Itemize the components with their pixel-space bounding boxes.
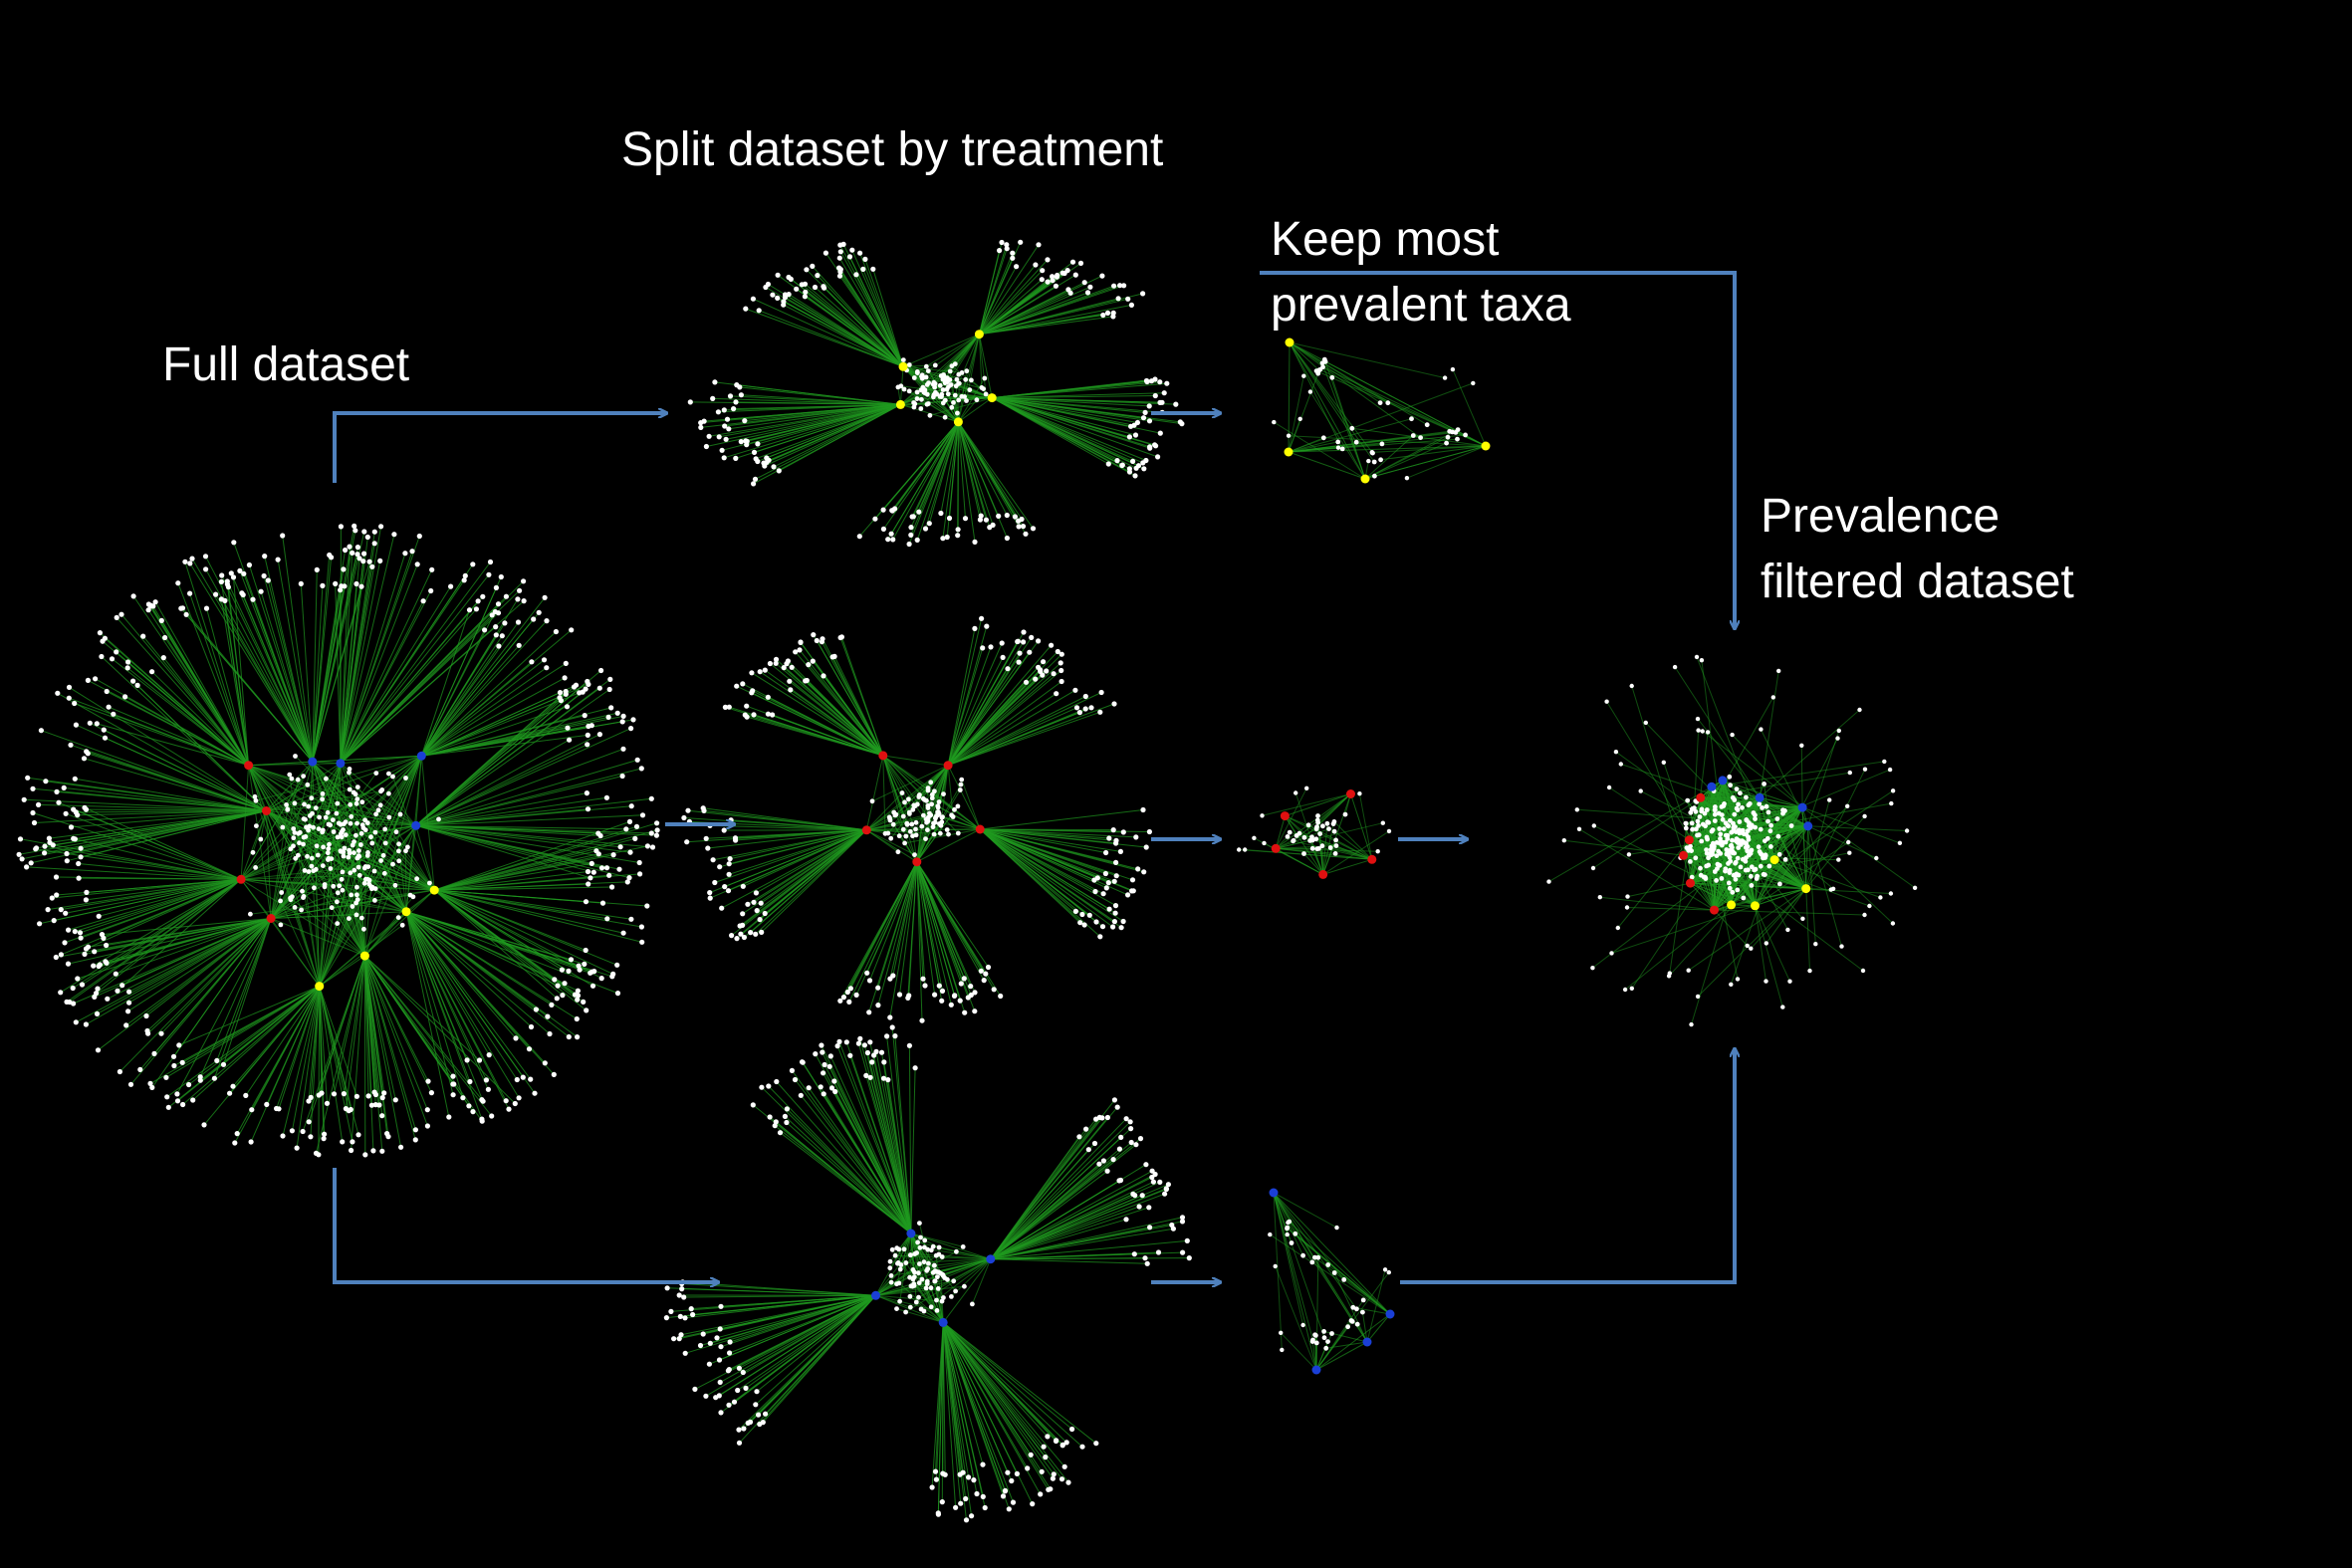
prevalent-1-network-hub-2 — [1284, 447, 1294, 457]
prevalent-1-network — [1272, 337, 1491, 484]
prevalent-1-network-hub-3 — [1360, 474, 1370, 484]
treatment-1-network-hub-3 — [895, 399, 905, 409]
arrow-full-to-treatment-3 — [333, 1168, 719, 1282]
treatment-3-network-hub-1 — [986, 1254, 996, 1264]
treatment-3-network — [663, 1024, 1192, 1523]
full-dataset-network-hub-1 — [429, 885, 439, 895]
filtered-network-hub-7 — [1679, 850, 1689, 860]
split-dataset-label: Split dataset by treatment — [621, 123, 1164, 176]
filtered-network-hub-4 — [1727, 900, 1737, 910]
filtered-dataset-line-2: filtered dataset — [1761, 556, 2074, 608]
filtered-dataset-label: Prevalence filtered dataset — [1761, 484, 2074, 615]
filtered-dataset-line-1: Prevalence — [1761, 490, 2000, 543]
treatment-2-network-hub-5 — [943, 761, 953, 771]
full-dataset-network-hub-4 — [315, 982, 325, 992]
treatment-2-network-hub-2 — [912, 857, 922, 867]
filtered-network-hub-8 — [1684, 835, 1694, 845]
treatment-3-network-hub-4 — [906, 1229, 916, 1238]
prevalent-2-network-hub-3 — [1271, 843, 1281, 853]
filtered-network-hub-10 — [1707, 782, 1717, 791]
filtered-network — [1546, 654, 1918, 1027]
treatment-1-network — [687, 239, 1185, 548]
treatment-1-network-hub-4 — [898, 361, 908, 371]
full-dataset-label: Full dataset — [162, 338, 410, 391]
arrow-full-to-treatment-1 — [333, 413, 667, 483]
full-dataset-network-hub-8 — [244, 761, 254, 771]
networks-layer — [16, 239, 1918, 1523]
prevalent-3-network-hub-3 — [1362, 1337, 1372, 1347]
prevalent-1-network-hub-1 — [1285, 337, 1294, 347]
prevalent-2-network-hub-1 — [1367, 854, 1377, 864]
filtered-network-hub-11 — [1718, 776, 1728, 785]
full-dataset-network-hub-10 — [336, 759, 346, 769]
treatment-2-network-hub-1 — [975, 824, 985, 834]
filtered-network-hub-1 — [1769, 855, 1779, 865]
prevalent-2-network-hub-2 — [1318, 869, 1328, 879]
prevalent-2-network-hub-5 — [1346, 789, 1355, 798]
full-dataset-network-hub-11 — [416, 751, 426, 761]
full-dataset-network — [16, 523, 660, 1158]
arrow-prevalent-1-to-filtered — [1260, 271, 1735, 629]
treatment-2-network — [681, 615, 1152, 1023]
treatment-1-network-hub-1 — [987, 393, 997, 403]
filtered-network-hub-12 — [1755, 792, 1764, 802]
keep-prevalent-label: Keep most prevalent taxa — [1271, 207, 1571, 338]
treatment-2-network-hub-4 — [878, 751, 888, 761]
filtered-network-hub-14 — [1803, 821, 1813, 831]
full-dataset-network-hub-12 — [411, 820, 421, 830]
treatment-2-network-hub-3 — [861, 825, 871, 835]
treatment-1-network-hub-5 — [974, 330, 984, 339]
filtered-network-hub-9 — [1696, 792, 1706, 802]
full-dataset-network-hub-7 — [262, 806, 271, 815]
prevalent-2-network — [1237, 785, 1392, 879]
prevalent-2-network-hub-4 — [1280, 811, 1290, 821]
filtered-network-hub-5 — [1710, 905, 1719, 915]
arrows-layer — [333, 271, 1735, 1284]
keep-prevalent-line-1: Keep most — [1271, 213, 1500, 266]
full-dataset-network-hub-6 — [236, 874, 246, 884]
full-dataset-network-hub-9 — [308, 757, 318, 767]
treatment-3-network-hub-3 — [871, 1290, 880, 1300]
prevalent-3-network-hub-1 — [1269, 1188, 1279, 1198]
filtered-network-hub-6 — [1686, 878, 1695, 888]
prevalent-3-network — [1268, 1188, 1395, 1375]
prevalent-3-network-hub-4 — [1385, 1309, 1395, 1319]
keep-prevalent-line-2: prevalent taxa — [1271, 279, 1571, 332]
filtered-network-hub-13 — [1797, 802, 1807, 812]
prevalent-3-network-hub-2 — [1311, 1365, 1321, 1375]
prevalent-1-network-hub-4 — [1481, 441, 1491, 451]
full-dataset-network-hub-3 — [359, 951, 369, 961]
arrow-prevalent-3-to-filtered — [1400, 1048, 1735, 1284]
filtered-network-hub-3 — [1751, 901, 1760, 911]
full-dataset-network-hub-5 — [266, 914, 276, 923]
treatment-3-network-hub-2 — [938, 1317, 948, 1327]
full-dataset-network-hub-2 — [401, 907, 411, 917]
treatment-1-network-hub-2 — [953, 417, 963, 427]
filtered-network-hub-2 — [1801, 884, 1811, 894]
